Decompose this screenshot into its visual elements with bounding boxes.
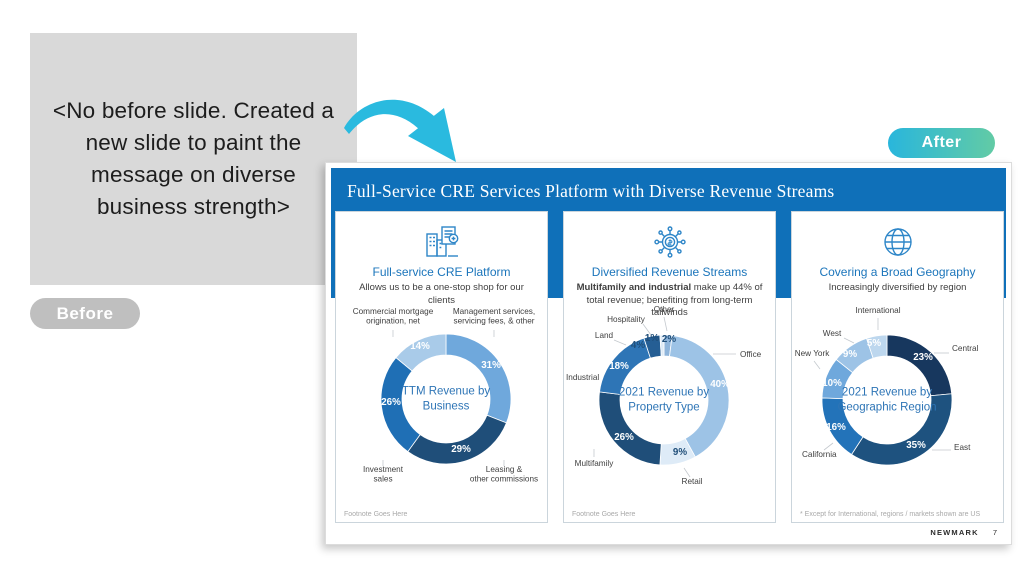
slice-percent-label: 5% (867, 338, 881, 349)
chart-center-label: 2021 Revenue by Property Type (619, 387, 709, 414)
card-title: Covering a Broad Geography (819, 265, 976, 279)
slice-percent-label: 4% (631, 340, 645, 351)
donut-chart-property-type: Other Hospitality Land Industrial Office Reta… (564, 300, 775, 500)
slice-percent-label: 16% (826, 422, 846, 433)
page-number: 7 (992, 528, 997, 537)
card-footnote: * Except for International, regions / ma… (800, 511, 981, 518)
slice-callout-label: New York (795, 349, 830, 358)
donut-slice (866, 334, 888, 359)
card-desc-rest: Allows us to be a one-stop shop for our … (359, 282, 524, 306)
before-note-box: <No before slide. Created a new slide to… (30, 33, 357, 285)
slice-percent-label: 29% (451, 444, 471, 455)
slice-percent-label: 1% (645, 333, 659, 344)
building-audit-icon (336, 220, 547, 264)
donut-slice (659, 334, 665, 357)
after-slide: Full-Service CRE Services Platform with … (325, 162, 1012, 545)
before-badge[interactable]: Before (30, 298, 140, 329)
card-cre-platform: Full-service CRE Platform Allows us to b… (335, 211, 548, 523)
slice-callout-label: Other (654, 305, 675, 314)
slice-percent-label: 40% (710, 379, 730, 390)
donut-chart-ttm-revenue: Commercial mortgage origination, net Manag… (336, 300, 547, 500)
card-title: Diversified Revenue Streams (591, 265, 748, 279)
leader-line (613, 339, 627, 346)
coin-network-icon (564, 220, 775, 264)
slice-callout-label: Multifamily (575, 459, 615, 468)
card-footnote: Footnote Goes Here (344, 511, 408, 518)
slice-callout-label: Office (740, 350, 762, 359)
slice-callout-label: Management services, servicing fees, & ot… (453, 307, 535, 326)
brand-logo: NEWMARK (930, 528, 979, 537)
transform-arrow-icon (340, 90, 470, 175)
globe-icon (792, 220, 1003, 264)
slice-callout-label: Investment sales (363, 465, 404, 484)
slice-percent-label: 10% (822, 378, 842, 389)
slice-callout-label: Land (595, 331, 614, 340)
card-desc-rest: Increasingly diversified by region (828, 282, 967, 293)
leader-line (843, 337, 855, 344)
leader-line (663, 316, 668, 332)
leader-line (642, 323, 652, 336)
slice-percent-label: 18% (609, 361, 629, 372)
slice-percent-label: 35% (906, 440, 926, 451)
slice-callout-label: East (954, 443, 971, 452)
leader-line (823, 442, 834, 451)
slice-percent-label: 26% (381, 397, 401, 408)
chart-center-label: 2021 Revenue by Geographic Region (837, 387, 936, 414)
slice-percent-label: 26% (614, 432, 634, 443)
card-geography: Covering a Broad Geography Increasingly … (791, 211, 1004, 523)
leader-line (813, 360, 821, 370)
after-badge[interactable]: After (888, 128, 995, 158)
donut-slice (395, 333, 447, 372)
slice-callout-label: California (802, 450, 837, 459)
before-note-text: <No before slide. Created a new slide to… (52, 98, 335, 219)
slice-callout-label: Central (952, 344, 979, 353)
donut-chart-geographic-region: International West New York Central East Cali… (792, 300, 1003, 500)
slide-title: Full-Service CRE Services Platform with … (347, 181, 835, 201)
slice-percent-label: 9% (843, 349, 857, 360)
after-badge-label: After (921, 134, 962, 151)
slice-callout-label: Hospitality (607, 315, 646, 324)
slice-callout-label: Industrial (566, 373, 599, 382)
before-badge-label: Before (56, 303, 114, 323)
slice-percent-label: 14% (410, 341, 430, 352)
chart-center-label: TTM Revenue by Business (402, 386, 490, 413)
card-desc: Multifamily and industrial make up 44% o… (564, 282, 775, 320)
card-title: Full-service CRE Platform (372, 265, 511, 279)
card-revenue-streams: Diversified Revenue Streams Multifamily … (563, 211, 776, 523)
slice-callout-label: Retail (682, 477, 703, 486)
slice-callout-label: Leasing & other commissions (470, 465, 538, 484)
card-desc-bold: Multifamily and industrial (576, 282, 692, 293)
slice-percent-label: 2% (662, 334, 676, 345)
leader-line (683, 467, 691, 478)
slice-callout-label: West (823, 329, 842, 338)
slide-footer: NEWMARK 7 (930, 528, 997, 537)
slice-callout-label: International (855, 306, 900, 315)
card-desc-rest: make up 44% of total revenue; benefiting… (586, 282, 763, 319)
card-desc: Increasingly diversified by region (792, 282, 1003, 295)
slice-callout-label: Commercial mortgage origination, net (353, 307, 434, 326)
card-footnote: Footnote Goes Here (572, 511, 636, 518)
card-desc: Allows us to be a one-stop shop for our … (336, 282, 547, 307)
slice-percent-label: 23% (913, 352, 933, 363)
donut-slice (407, 414, 507, 465)
slice-percent-label: 9% (673, 447, 687, 458)
slice-percent-label: 31% (481, 360, 501, 371)
